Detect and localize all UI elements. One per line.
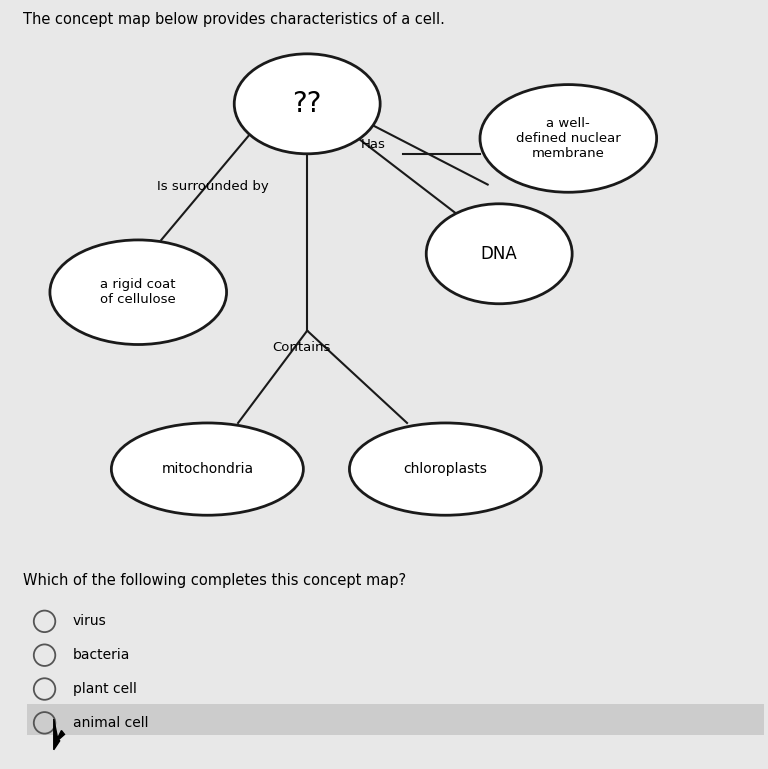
Text: Has: Has xyxy=(361,138,386,151)
Ellipse shape xyxy=(349,423,541,515)
Text: a rigid coat
of cellulose: a rigid coat of cellulose xyxy=(101,278,176,306)
Ellipse shape xyxy=(426,204,572,304)
FancyBboxPatch shape xyxy=(27,704,764,735)
Ellipse shape xyxy=(50,240,227,345)
Text: DNA: DNA xyxy=(481,245,518,263)
Ellipse shape xyxy=(234,54,380,154)
Text: chloroplasts: chloroplasts xyxy=(403,462,488,476)
Text: Contains: Contains xyxy=(273,341,331,354)
Text: The concept map below provides characteristics of a cell.: The concept map below provides character… xyxy=(23,12,445,27)
Text: Which of the following completes this concept map?: Which of the following completes this co… xyxy=(23,573,406,588)
Ellipse shape xyxy=(111,423,303,515)
Text: animal cell: animal cell xyxy=(73,716,148,730)
Text: ??: ?? xyxy=(293,90,322,118)
Text: a well-
defined nuclear
membrane: a well- defined nuclear membrane xyxy=(516,117,621,160)
Ellipse shape xyxy=(480,85,657,192)
Text: virus: virus xyxy=(73,614,107,628)
Text: mitochondria: mitochondria xyxy=(161,462,253,476)
Polygon shape xyxy=(54,719,65,750)
Text: Is surrounded by: Is surrounded by xyxy=(157,180,270,192)
Text: bacteria: bacteria xyxy=(73,648,131,662)
Text: plant cell: plant cell xyxy=(73,682,137,696)
